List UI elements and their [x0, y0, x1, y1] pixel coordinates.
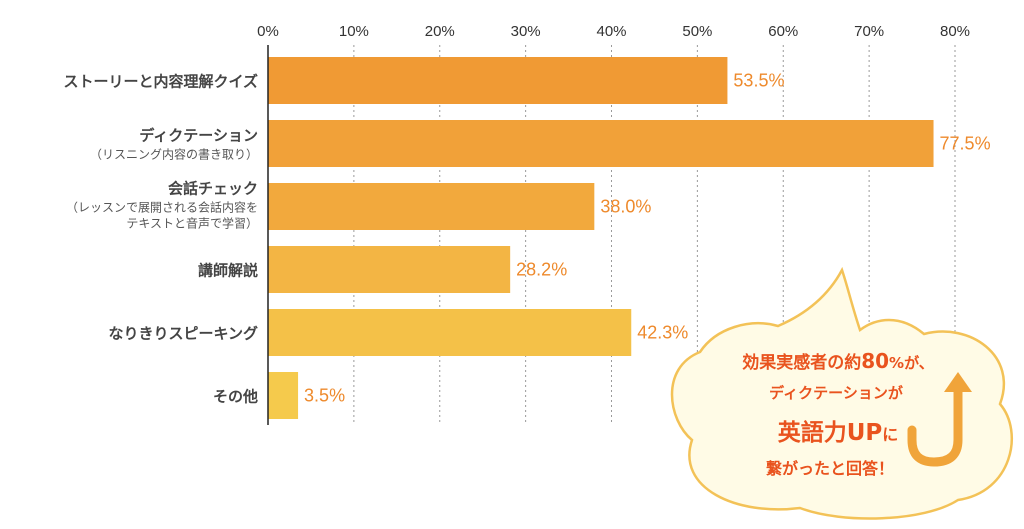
x-tick-label: 60% — [768, 23, 798, 40]
category-label: ディクテーション — [139, 127, 258, 145]
callout-line-3: 英語力UPに — [778, 419, 899, 446]
callout-line-4: 繋がったと回答！ — [766, 459, 894, 478]
value-label: 53.5% — [733, 71, 784, 91]
x-tick-label: 50% — [682, 23, 712, 40]
x-tick-label: 10% — [339, 23, 369, 40]
callout-bubble: 効果実感者の約80%が、 ディクテーションが 英語力UPに 繋がったと回答！ — [670, 266, 1014, 520]
bar — [268, 57, 728, 104]
callout-bubble-shape — [670, 266, 1014, 520]
u-turn-arrow-icon — [907, 383, 963, 467]
value-labels: 53.5% 77.5% 38.0% 28.2% 42.3% 3.5% — [304, 71, 991, 406]
x-tick-label: 0% — [257, 23, 279, 40]
x-tick-label: 80% — [940, 23, 970, 40]
category-label: その他 — [213, 388, 258, 406]
bar — [268, 309, 632, 356]
category-sublabel: テキストと音声で学習） — [126, 216, 258, 231]
category-label: 会話チェック — [168, 180, 258, 198]
value-label: 77.5% — [940, 134, 991, 154]
value-label: 3.5% — [304, 386, 345, 406]
arrow-head-icon — [944, 372, 972, 392]
x-tick-label: 40% — [596, 23, 626, 40]
value-label: 38.0% — [600, 197, 651, 217]
x-axis-ticks: 0% 10% 20% 30% 40% 50% 60% 70% 80% — [257, 23, 970, 40]
category-sublabel: （レッスンで展開される会話内容を — [66, 200, 258, 215]
bar — [268, 183, 595, 230]
bar — [268, 120, 934, 167]
bar — [268, 372, 299, 419]
category-label: ストーリーと内容理解クイズ — [63, 73, 258, 91]
callout-line-1: 効果実感者の約80%が、 — [742, 349, 934, 373]
callout-line-2: ディクテーションが — [769, 384, 904, 402]
value-label: 28.2% — [516, 260, 567, 280]
category-label: 講師解説 — [198, 262, 258, 280]
category-sublabel: （リスニング内容の書き取り） — [90, 147, 258, 162]
value-label: 42.3% — [637, 323, 688, 343]
x-tick-label: 30% — [511, 23, 541, 40]
bar — [268, 246, 511, 293]
bars — [268, 57, 934, 419]
category-label: なりきりスピーキング — [108, 325, 258, 343]
x-tick-label: 20% — [425, 23, 455, 40]
x-tick-label: 70% — [854, 23, 884, 40]
